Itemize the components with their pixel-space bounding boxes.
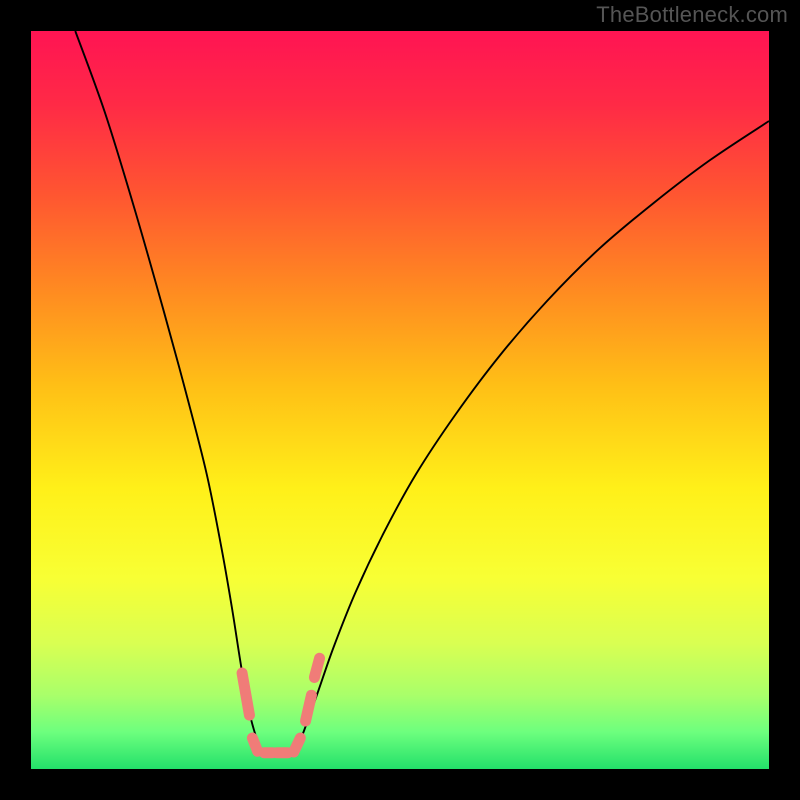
watermark-text: TheBottleneck.com: [596, 2, 788, 28]
plot-background: [31, 31, 769, 769]
bottleneck-chart: [0, 0, 800, 800]
